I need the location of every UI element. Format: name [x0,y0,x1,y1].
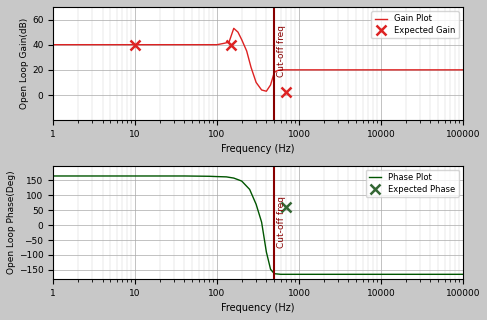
Gain Plot [378,68,384,72]
Gain Plot [231,27,237,30]
Gain Plot [321,68,327,72]
Gain Plot [353,68,359,72]
Gain Plot [244,49,250,53]
Phase Plot [296,272,302,276]
Legend: Phase Plot, Expected Phase: Phase Plot, Expected Phase [366,170,459,197]
Gain Plot [263,89,269,93]
Gain Plot [296,68,302,72]
Gain Plot [275,68,281,72]
Gain Plot [214,43,220,47]
Phase Plot [271,272,277,276]
Gain Plot [206,43,212,47]
Gain Plot [253,81,259,84]
Legend: Gain Plot, Expected Gain: Gain Plot, Expected Gain [372,11,459,38]
Gain Plot [132,43,138,47]
Gain Plot [259,88,264,92]
Gain Plot [239,38,244,42]
Gain Plot [288,68,294,72]
Phase Plot [283,272,289,276]
Phase Plot [288,272,294,276]
Gain Plot [50,43,56,47]
Gain Plot [124,43,130,47]
Phase Plot [124,174,130,178]
Gain Plot [89,43,95,47]
Y-axis label: Open Loop Phase(Deg): Open Loop Phase(Deg) [7,170,16,274]
Phase Plot [206,174,212,178]
Phase Plot [108,174,113,178]
Gain Plot [268,83,274,87]
Phase Plot [214,175,220,179]
X-axis label: Frequency (Hz): Frequency (Hz) [221,144,295,155]
Gain Plot [182,43,187,47]
Gain Plot [226,40,232,44]
Phase Plot [231,176,237,180]
Gain Plot [435,68,441,72]
Gain Plot [108,43,113,47]
Phase Plot [132,174,138,178]
Gain Plot [283,68,289,72]
Gain Plot [460,68,466,72]
Phase Plot [50,174,56,178]
Phase Plot [378,272,384,276]
Phase Plot [278,272,284,276]
Phase Plot [157,174,163,178]
X-axis label: Frequency (Hz): Frequency (Hz) [221,303,295,313]
Gain Plot [235,30,241,34]
Phase Plot [224,175,229,179]
Text: Cut-off freq: Cut-off freq [277,25,286,77]
Phase Plot [268,267,274,271]
Phase Plot [460,272,466,276]
Phase Plot [253,202,259,206]
Gain Plot [271,70,277,74]
Phase Plot [247,188,253,191]
Line: Phase Plot: Phase Plot [53,176,463,274]
Gain Plot [157,43,163,47]
Phase Plot [259,220,264,224]
Phase Plot [321,272,327,276]
Line: Gain Plot: Gain Plot [53,28,463,91]
Gain Plot [278,68,284,72]
Text: Cut-off freq: Cut-off freq [277,196,286,248]
Y-axis label: Open Loop Gain(dB): Open Loop Gain(dB) [20,18,29,109]
Phase Plot [89,174,95,178]
Phase Plot [239,179,244,183]
Phase Plot [182,174,187,178]
Phase Plot [435,272,441,276]
Phase Plot [263,250,269,254]
Gain Plot [248,65,254,69]
Phase Plot [353,272,359,276]
Gain Plot [221,42,226,45]
